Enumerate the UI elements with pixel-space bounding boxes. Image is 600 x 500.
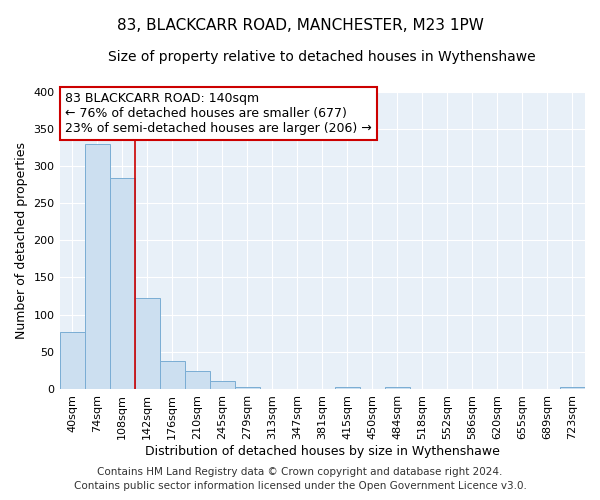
Bar [160,362,185,389]
Bar [110,178,134,389]
Bar [560,388,585,389]
Bar [209,381,235,389]
Bar [385,388,410,389]
Bar [235,386,260,389]
Bar [85,144,110,389]
Text: Contains HM Land Registry data © Crown copyright and database right 2024.
Contai: Contains HM Land Registry data © Crown c… [74,467,526,491]
Y-axis label: Number of detached properties: Number of detached properties [15,142,28,339]
Bar [134,298,160,389]
Text: 83 BLACKCARR ROAD: 140sqm
← 76% of detached houses are smaller (677)
23% of semi: 83 BLACKCARR ROAD: 140sqm ← 76% of detac… [65,92,371,134]
Bar [59,332,85,389]
Bar [335,388,360,389]
Text: 83, BLACKCARR ROAD, MANCHESTER, M23 1PW: 83, BLACKCARR ROAD, MANCHESTER, M23 1PW [116,18,484,32]
Bar [185,371,209,389]
Title: Size of property relative to detached houses in Wythenshawe: Size of property relative to detached ho… [109,50,536,64]
X-axis label: Distribution of detached houses by size in Wythenshawe: Distribution of detached houses by size … [145,444,500,458]
